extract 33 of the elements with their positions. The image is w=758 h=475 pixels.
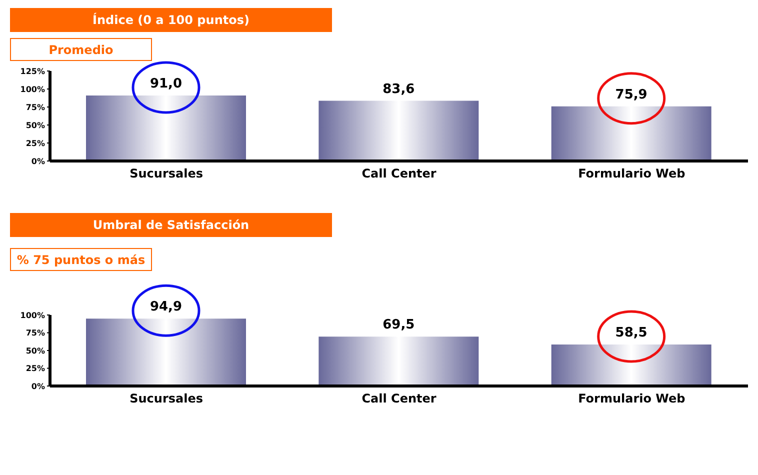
bar [86,95,246,161]
chart-title: Umbral de Satisfacción [10,213,332,237]
data-label: 69,5 [382,318,415,333]
data-label: 91,0 [150,76,182,92]
bar [318,336,479,386]
y-tick-label: 25% [26,364,45,374]
bar [551,106,712,161]
data-label: 94,9 [150,300,182,315]
bar [86,318,246,386]
data-label: 58,5 [615,325,648,340]
y-tick-label: 75% [26,328,45,338]
data-label: 83,6 [382,82,415,97]
y-tick-label: 125% [20,66,45,76]
bar [551,344,712,386]
y-tick-label: 100% [20,84,45,94]
y-tick-label: 100% [20,310,45,320]
x-tick-label: Call Center [362,392,436,406]
x-tick-label: Sucursales [130,392,204,406]
y-tick-label: 50% [26,120,45,130]
y-tick-label: 25% [26,138,45,148]
y-tick-label: 75% [26,102,45,112]
x-tick-label: Formulario Web [578,392,686,406]
y-tick-label: 50% [26,346,45,356]
y-tick-label: 0% [31,156,45,166]
x-tick-label: Sucursales [130,166,204,181]
bar [318,100,479,161]
data-label: 75,9 [615,87,648,102]
x-tick-label: Call Center [362,166,436,181]
chart-subtitle: Promedio [10,38,152,61]
chart-subtitle: % 75 puntos o más [10,248,152,271]
y-tick-label: 0% [31,382,45,391]
chart-title: Índice (0 a 100 puntos) [10,8,332,32]
x-tick-label: Formulario Web [578,166,686,181]
